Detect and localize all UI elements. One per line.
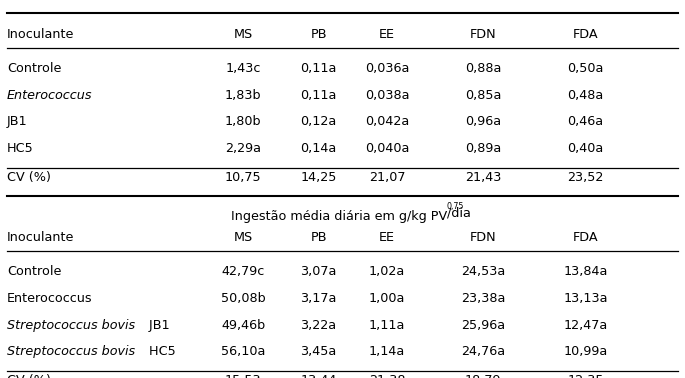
Text: MS: MS <box>234 28 253 40</box>
Text: CV (%): CV (%) <box>7 374 51 378</box>
Text: 0,48a: 0,48a <box>568 89 603 102</box>
Text: Controle: Controle <box>7 62 61 75</box>
Text: 0,89a: 0,89a <box>465 142 501 155</box>
Text: 23,38a: 23,38a <box>461 292 505 305</box>
Text: PB: PB <box>310 231 327 244</box>
Text: MS: MS <box>234 231 253 244</box>
Text: 25,96a: 25,96a <box>461 319 505 332</box>
Text: 1,11a: 1,11a <box>369 319 406 332</box>
Text: 42,79c: 42,79c <box>221 265 265 279</box>
Text: 0,040a: 0,040a <box>365 142 409 155</box>
Text: 1,83b: 1,83b <box>225 89 262 102</box>
Text: 23,52: 23,52 <box>567 170 604 184</box>
Text: 1,02a: 1,02a <box>369 265 405 279</box>
Text: 15,53: 15,53 <box>225 374 262 378</box>
Text: 1,00a: 1,00a <box>369 292 406 305</box>
Text: HC5: HC5 <box>145 345 176 358</box>
Text: 0,46a: 0,46a <box>568 115 603 129</box>
Text: 13,84a: 13,84a <box>564 265 608 279</box>
Text: FDN: FDN <box>470 231 496 244</box>
Text: 3,22a: 3,22a <box>301 319 336 332</box>
Text: 0,036a: 0,036a <box>365 62 409 75</box>
Text: 1,80b: 1,80b <box>225 115 262 129</box>
Text: 0,85a: 0,85a <box>464 89 501 102</box>
Text: 13,44: 13,44 <box>300 374 337 378</box>
Text: 18,79: 18,79 <box>464 374 501 378</box>
Text: 14,25: 14,25 <box>300 170 337 184</box>
Text: CV (%): CV (%) <box>7 170 51 184</box>
Text: 50,08b: 50,08b <box>221 292 266 305</box>
Text: Enterococcus: Enterococcus <box>7 292 92 305</box>
Text: 0,11a: 0,11a <box>300 62 337 75</box>
Text: 1,43c: 1,43c <box>225 62 261 75</box>
Text: 10,99a: 10,99a <box>564 345 608 358</box>
Text: 0,042a: 0,042a <box>365 115 409 129</box>
Text: 0,038a: 0,038a <box>365 89 409 102</box>
Text: Inoculante: Inoculante <box>7 28 74 40</box>
Text: Enterococcus: Enterococcus <box>7 89 92 102</box>
Text: EE: EE <box>379 28 395 40</box>
Text: 21,43: 21,43 <box>464 170 501 184</box>
Text: 3,17a: 3,17a <box>300 292 337 305</box>
Text: 0,12a: 0,12a <box>301 115 336 129</box>
Text: 21,07: 21,07 <box>369 170 406 184</box>
Text: Streptococcus bovis: Streptococcus bovis <box>7 319 135 332</box>
Text: HC5: HC5 <box>7 142 34 155</box>
Text: 24,76a: 24,76a <box>461 345 505 358</box>
Text: 13,13a: 13,13a <box>564 292 608 305</box>
Text: 0,14a: 0,14a <box>301 142 336 155</box>
Text: Streptococcus bovis: Streptococcus bovis <box>7 345 135 358</box>
Text: 12,47a: 12,47a <box>564 319 608 332</box>
Text: 21,38: 21,38 <box>369 374 406 378</box>
Text: 0,50a: 0,50a <box>567 62 604 75</box>
Text: JB1: JB1 <box>7 115 27 129</box>
Text: 10,75: 10,75 <box>225 170 262 184</box>
Text: 0,75: 0,75 <box>447 201 464 211</box>
Text: 49,46b: 49,46b <box>221 319 265 332</box>
Text: /dia: /dia <box>447 206 471 220</box>
Text: Controle: Controle <box>7 265 61 279</box>
Text: 56,10a: 56,10a <box>221 345 265 358</box>
Text: FDA: FDA <box>573 231 599 244</box>
Text: 12,35: 12,35 <box>567 374 604 378</box>
Text: Inoculante: Inoculante <box>7 231 74 244</box>
Text: 3,45a: 3,45a <box>301 345 336 358</box>
Text: 3,07a: 3,07a <box>300 265 337 279</box>
Text: FDA: FDA <box>573 28 599 40</box>
Text: 2,29a: 2,29a <box>225 142 261 155</box>
Text: 0,11a: 0,11a <box>300 89 337 102</box>
Text: 1,14a: 1,14a <box>369 345 405 358</box>
Text: 24,53a: 24,53a <box>461 265 505 279</box>
Text: 0,40a: 0,40a <box>568 142 603 155</box>
Text: PB: PB <box>310 28 327 40</box>
Text: Ingestão média diária em g/kg PV: Ingestão média diária em g/kg PV <box>231 210 447 223</box>
Text: 0,88a: 0,88a <box>464 62 501 75</box>
Text: EE: EE <box>379 231 395 244</box>
Text: JB1: JB1 <box>145 319 170 332</box>
Text: FDN: FDN <box>470 28 496 40</box>
Text: 0,96a: 0,96a <box>465 115 501 129</box>
